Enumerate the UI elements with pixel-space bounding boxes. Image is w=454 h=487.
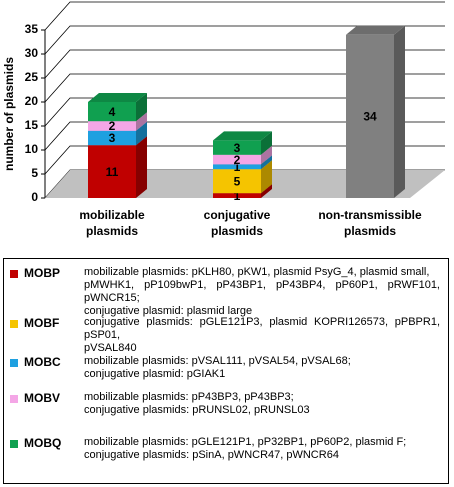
x-tick-label: non-transmissible plasmids xyxy=(318,208,422,238)
description-line: conjugative plasmid: plasmid large xyxy=(84,305,253,317)
value-label: 1 xyxy=(234,160,241,174)
legend: MOBP mobilizable plasmids: pKLH80, pKW1, … xyxy=(3,258,449,484)
description-line: mobilizable plasmids: pGLE121P1, pP32BP1… xyxy=(84,436,407,448)
bar-side xyxy=(136,136,147,198)
bar-segment xyxy=(88,102,136,122)
bar-side xyxy=(136,112,147,131)
chart: number of plasmids 051015202530351132415… xyxy=(2,1,445,204)
bar-top xyxy=(346,25,405,35)
legend-description: conjugative plasmids: pGLE121P3, plasmid… xyxy=(84,316,440,355)
bar-side xyxy=(261,145,272,165)
y-tick-label: 0 xyxy=(31,190,38,204)
description-line: mobilizable plasmids: pKLH80, pKW1, plas… xyxy=(84,266,430,278)
grid-line xyxy=(44,121,445,151)
grid-line xyxy=(44,145,445,175)
value-label: 3 xyxy=(109,131,116,145)
y-tick-label: 30 xyxy=(25,46,39,60)
bar-segment xyxy=(88,121,136,131)
bar-segment xyxy=(346,34,394,198)
y-tick-label: 5 xyxy=(31,166,38,180)
y-tick-label: 25 xyxy=(25,70,39,84)
grid-line xyxy=(44,49,445,79)
legend-swatch xyxy=(10,359,18,367)
value-label: 2 xyxy=(234,153,241,167)
description-line: conjugative plasmids: pSinA, pWNCR47, pW… xyxy=(84,449,339,461)
y-tick-label: 15 xyxy=(25,118,39,132)
value-label: 2 xyxy=(109,119,116,133)
grid-line xyxy=(44,73,445,103)
x-tick-label: mobilizable plasmids xyxy=(79,208,145,238)
value-label: 3 xyxy=(234,141,241,155)
grid-line xyxy=(44,25,445,55)
bar-segment xyxy=(213,193,261,198)
y-tick-label: 10 xyxy=(25,142,39,156)
legend-name: MOBQ xyxy=(24,436,62,450)
y-axis-label: number of plasmids xyxy=(2,57,16,171)
bar-segment xyxy=(88,145,136,198)
grid-line xyxy=(44,1,445,31)
legend-swatch xyxy=(10,320,18,328)
description-line: mobilizable plasmids: pP43BP3, pP43BP3; xyxy=(84,391,294,403)
legend-swatch xyxy=(10,440,18,448)
value-label: 4 xyxy=(109,105,116,119)
bar-side xyxy=(394,25,405,198)
legend-swatch xyxy=(10,270,18,278)
legend-description: mobilizable plasmids: pVSAL111, pVSAL54,… xyxy=(84,355,440,381)
description-line: mobilizable plasmids: pVSAL111, pVSAL54,… xyxy=(84,355,351,367)
legend-name: MOBC xyxy=(24,355,61,369)
legend-description: mobilizable plasmids: pGLE121P1, pP32BP1… xyxy=(84,436,440,462)
legend-name: MOBP xyxy=(24,266,60,280)
bar-side xyxy=(261,160,272,194)
legend-description: mobilizable plasmids: pP43BP3, pP43BP3; c… xyxy=(84,391,440,417)
bar-segment xyxy=(213,140,261,155)
bar-side xyxy=(261,155,272,170)
description-line: pVSAL840 xyxy=(84,342,137,354)
bar-side xyxy=(136,121,147,146)
legend-description: mobilizable plasmids: pKLH80, pKW1, plas… xyxy=(84,266,440,318)
grid-line xyxy=(44,97,445,127)
bar-segment xyxy=(88,130,136,146)
bar-segment xyxy=(213,169,261,194)
bar-segment xyxy=(213,154,261,165)
description-line: pMWHK1, pP109bwP1, pP43BP1, pP43BP4, pP6… xyxy=(84,279,440,304)
description-line: conjugative plasmids: pGLE121P3, plasmid… xyxy=(84,316,440,341)
bar-side xyxy=(261,184,272,198)
bar-top xyxy=(88,93,147,102)
description-line: conjugative plasmids: pRUNSL02, pRUNSL03 xyxy=(84,404,310,416)
legend-name: MOBF xyxy=(24,316,60,330)
bar-segment xyxy=(213,164,261,170)
value-label: 11 xyxy=(106,165,119,179)
y-tick-label: 35 xyxy=(25,22,39,36)
bar-side xyxy=(136,93,147,122)
x-tick-label: conjugative plasmids xyxy=(203,208,271,238)
value-label: 5 xyxy=(234,174,241,188)
bar-top xyxy=(213,131,272,141)
value-label: 1 xyxy=(234,189,241,203)
value-label: 34 xyxy=(363,110,377,124)
legend-name: MOBV xyxy=(24,391,60,405)
y-tick-label: 20 xyxy=(25,94,39,108)
description-line: conjugative plasmid: pGIAK1 xyxy=(84,368,226,380)
bar-side xyxy=(261,131,272,155)
legend-swatch xyxy=(10,395,18,403)
